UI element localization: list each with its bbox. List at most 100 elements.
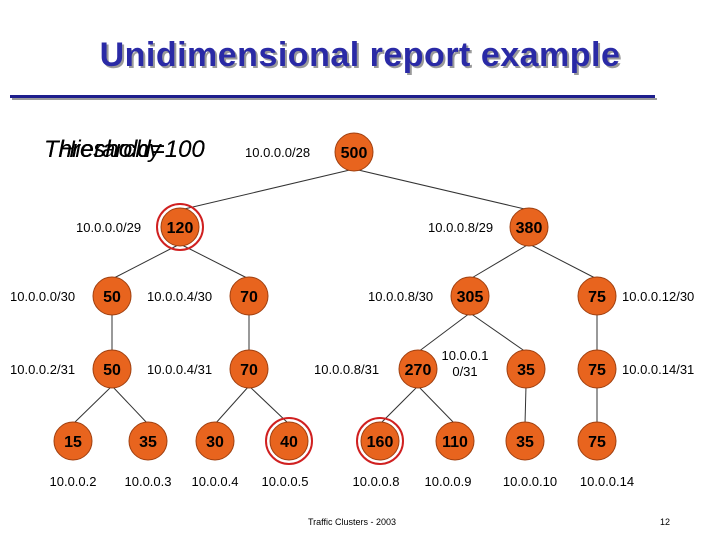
node-value: 120 xyxy=(167,220,194,237)
tree-node: 70 10.0.0.4/31 xyxy=(147,349,269,389)
node-value: 110 xyxy=(442,434,468,451)
tree-edge xyxy=(248,385,290,425)
tree-node: 15 10.0.0.2 xyxy=(50,421,97,489)
node-circle xyxy=(229,276,269,316)
node-circle xyxy=(92,349,132,389)
node-circle xyxy=(450,276,490,316)
node-label: 10.0.0.14/31 xyxy=(622,362,694,377)
title-rule-shadow xyxy=(12,98,657,100)
title-rule xyxy=(10,95,655,98)
node-circle xyxy=(195,421,235,461)
node-value: 35 xyxy=(517,362,535,379)
node-circle xyxy=(334,132,374,172)
tree-node: 35 10.0.0.10 xyxy=(503,421,557,489)
node-circle xyxy=(505,421,545,461)
highlight-ring xyxy=(356,417,404,465)
node-label: 10.0.0.2 xyxy=(50,474,97,489)
node-value: 500 xyxy=(341,145,368,162)
node-value: 15 xyxy=(64,434,82,451)
node-value: 380 xyxy=(516,220,543,237)
node-circle xyxy=(229,349,269,389)
node-circle xyxy=(577,349,617,389)
node-circle xyxy=(435,421,475,461)
tree-node: 75 10.0.0.14/31 xyxy=(577,349,694,389)
tree-node: 35 10.0.0.10/31 xyxy=(442,348,546,389)
highlight-ring xyxy=(265,417,313,465)
node-label: 10.0.0.8 xyxy=(353,474,400,489)
tree-edge xyxy=(417,312,471,353)
tree-node: 35 10.0.0.3 xyxy=(125,421,172,489)
node-value: 75 xyxy=(588,434,606,451)
node-circle xyxy=(92,276,132,316)
tree-edge xyxy=(524,385,527,425)
node-label: 0/31 xyxy=(452,364,477,379)
tree-node: 75 10.0.0.12/30 xyxy=(577,276,694,316)
node-label: 10.0.0.0/28 xyxy=(245,145,310,160)
node-value: 50 xyxy=(103,289,121,306)
tree-edge xyxy=(72,385,113,425)
node-circle xyxy=(577,421,617,461)
node-value: 50 xyxy=(103,362,121,379)
node-label: 10.0.0.8/31 xyxy=(314,362,379,377)
node-label: 10.0.0.2/31 xyxy=(10,362,75,377)
tree-edge xyxy=(111,385,149,425)
page-number: 12 xyxy=(660,517,671,527)
node-label: 10.0.0.5 xyxy=(262,474,309,489)
tree-edge xyxy=(379,385,419,425)
tree-node: 160 10.0.0.8 xyxy=(353,417,404,489)
tree-edge xyxy=(111,243,181,280)
tree-edge xyxy=(417,385,456,425)
node-value: 70 xyxy=(240,289,258,306)
node-value: 270 xyxy=(405,362,432,379)
node-circle xyxy=(398,349,438,389)
node-circle xyxy=(509,207,549,247)
tree-node: 75 10.0.0.14 xyxy=(577,421,634,489)
tree-node: 110 10.0.0.9 xyxy=(425,421,475,489)
tree-edge xyxy=(528,243,598,280)
footer-text: Traffic Clusters - 2003 xyxy=(308,517,397,527)
node-circle xyxy=(53,421,93,461)
node-label: 10.0.0.14 xyxy=(580,474,634,489)
threshold-text-2: Threshold=100 xyxy=(44,136,205,163)
node-label: 10.0.0.4/31 xyxy=(147,362,212,377)
node-circle xyxy=(160,207,200,247)
tree-edge xyxy=(469,243,530,280)
tree-node: 380 10.0.0.8/29 xyxy=(428,207,549,247)
node-circle xyxy=(506,349,546,389)
node-label: 10.0.0.0/29 xyxy=(76,220,141,235)
node-value: 305 xyxy=(457,289,484,306)
node-label: 10.0.0.4/30 xyxy=(147,289,212,304)
node-circle xyxy=(577,276,617,316)
node-value: 35 xyxy=(139,434,157,451)
tree-edge xyxy=(214,385,250,425)
node-label: 10.0.0.0/30 xyxy=(10,289,75,304)
slide-title: Unidimensional report example xyxy=(99,36,621,74)
tree-node: 70 10.0.0.4/30 xyxy=(147,276,269,316)
node-value: 35 xyxy=(516,434,534,451)
tree-edge xyxy=(353,168,530,211)
node-value: 30 xyxy=(206,434,224,451)
node-circle xyxy=(128,421,168,461)
tree-node: 270 10.0.0.8/31 xyxy=(314,349,438,389)
tree-node: 50 10.0.0.0/30 xyxy=(10,276,132,316)
tree-node: 40 10.0.0.5 xyxy=(262,417,313,489)
tree-node: 50 10.0.0.2/31 xyxy=(10,349,132,389)
node-label: 10.0.0.10 xyxy=(503,474,557,489)
tree-node: 305 10.0.0.8/30 xyxy=(368,276,490,316)
node-value: 70 xyxy=(240,362,258,379)
node-circle xyxy=(269,421,309,461)
node-value: 75 xyxy=(588,289,606,306)
tree-edge xyxy=(469,312,527,353)
tree-node: 120 10.0.0.0/29 xyxy=(76,203,204,251)
node-label: 10.0.0.8/30 xyxy=(368,289,433,304)
tree-node: 30 10.0.0.4 xyxy=(192,421,239,489)
node-value: 40 xyxy=(280,434,298,451)
hierarchy-text: Hierarchy xyxy=(58,136,161,163)
tree-edge xyxy=(179,168,355,211)
node-value: 160 xyxy=(367,434,394,451)
node-circle xyxy=(360,421,400,461)
tree-edge xyxy=(179,243,250,280)
node-label: 10.0.0.12/30 xyxy=(622,289,694,304)
highlight-ring xyxy=(156,203,204,251)
